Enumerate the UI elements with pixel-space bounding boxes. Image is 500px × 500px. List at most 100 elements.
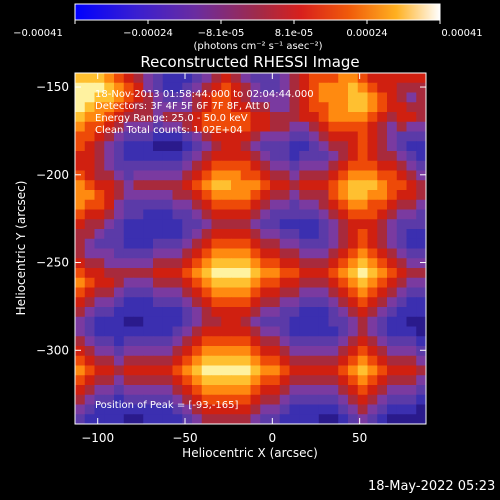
- heatmap-cell: [309, 190, 320, 201]
- heatmap-cell: [153, 346, 164, 357]
- heatmap-cell: [133, 277, 144, 288]
- heatmap-cell: [406, 258, 417, 269]
- heatmap-cell: [75, 151, 86, 162]
- heatmap-cell: [211, 404, 222, 415]
- heatmap-cell: [84, 326, 95, 337]
- heatmap-cell: [104, 297, 115, 308]
- heatmap-cell: [153, 190, 164, 201]
- heatmap-cell: [182, 385, 193, 396]
- heatmap-cell: [192, 180, 203, 191]
- heatmap-cell: [318, 92, 329, 103]
- heatmap-cell: [250, 82, 261, 93]
- heatmap-cell: [348, 316, 359, 327]
- heatmap-cell: [143, 102, 154, 113]
- heatmap-cell: [75, 199, 86, 210]
- heatmap-cell: [192, 375, 203, 386]
- heatmap-cell: [240, 238, 251, 249]
- heatmap-cell: [377, 141, 388, 152]
- heatmap-cell: [133, 316, 144, 327]
- heatmap-cell: [357, 355, 368, 366]
- heatmap-cell: [172, 404, 183, 415]
- heatmap-cell: [318, 180, 329, 191]
- heatmap-cell: [299, 316, 310, 327]
- heatmap-cell: [182, 394, 193, 405]
- heatmap-cell: [348, 219, 359, 230]
- heatmap-cell: [133, 346, 144, 357]
- heatmap-cell: [250, 102, 261, 113]
- heatmap-cell: [309, 287, 320, 298]
- heatmap-cell: [270, 209, 281, 220]
- heatmap-cell: [299, 404, 310, 415]
- heatmap-cell: [377, 160, 388, 171]
- heatmap-cell: [162, 121, 173, 132]
- heatmap-cell: [289, 73, 300, 84]
- heatmap-cell: [84, 316, 95, 327]
- heatmap-cell: [104, 199, 115, 210]
- heatmap-cell: [270, 277, 281, 288]
- heatmap-cell: [172, 180, 183, 191]
- heatmap-cell: [211, 258, 222, 269]
- heatmap-cell: [104, 365, 115, 376]
- heatmap-cell: [328, 121, 339, 132]
- heatmap-cell: [221, 346, 232, 357]
- heatmap-cell: [84, 199, 95, 210]
- heatmap-cell: [104, 394, 115, 405]
- heatmap-cell: [104, 209, 115, 220]
- heatmap-cell: [270, 268, 281, 279]
- heatmap-cell: [201, 355, 212, 366]
- heatmap-cell: [94, 248, 105, 259]
- heatmap-cell: [211, 394, 222, 405]
- heatmap-cell: [348, 365, 359, 376]
- heatmap-cell: [377, 131, 388, 142]
- heatmap-cell: [289, 355, 300, 366]
- heatmap-cell: [143, 151, 154, 162]
- heatmap-cell: [309, 277, 320, 288]
- heatmap-cell: [250, 209, 261, 220]
- heatmap-cell: [143, 209, 154, 220]
- heatmap-cell: [231, 365, 242, 376]
- heatmap-cell: [94, 307, 105, 318]
- heatmap-cell: [172, 141, 183, 152]
- heatmap-cell: [260, 394, 271, 405]
- heatmap-cell: [221, 258, 232, 269]
- heatmap-cell: [377, 102, 388, 113]
- heatmap-cell: [75, 238, 86, 249]
- heatmap-cell: [289, 307, 300, 318]
- heatmap-cell: [201, 316, 212, 327]
- heatmap-cell: [367, 385, 378, 396]
- heatmap-cell: [123, 219, 134, 230]
- heatmap-cell: [289, 229, 300, 240]
- heatmap-cell: [162, 209, 173, 220]
- heatmap-cell: [172, 131, 183, 142]
- heatmap-cell: [328, 102, 339, 113]
- heatmap-cell: [133, 229, 144, 240]
- heatmap-cell: [279, 121, 290, 132]
- heatmap-cell: [162, 365, 173, 376]
- heatmap-cell: [221, 160, 232, 171]
- heatmap-cell: [416, 258, 427, 269]
- heatmap-cell: [377, 112, 388, 123]
- heatmap-cell: [114, 170, 125, 181]
- heatmap-cell: [84, 92, 95, 103]
- heatmap-cell: [338, 307, 349, 318]
- heatmap-cell: [192, 297, 203, 308]
- heatmap-cell: [396, 219, 407, 230]
- heatmap-cell: [328, 219, 339, 230]
- heatmap-cell: [367, 307, 378, 318]
- heatmap-cell: [123, 102, 134, 113]
- heatmap-cell: [192, 112, 203, 123]
- heatmap-cell: [328, 297, 339, 308]
- heatmap-cell: [94, 73, 105, 84]
- heatmap-cell: [201, 385, 212, 396]
- heatmap-cell: [377, 238, 388, 249]
- heatmap-cell: [114, 414, 125, 425]
- heatmap-cell: [318, 229, 329, 240]
- heatmap-cell: [133, 190, 144, 201]
- heatmap-cell: [279, 73, 290, 84]
- heatmap-cell: [211, 219, 222, 230]
- heatmap-cell: [318, 355, 329, 366]
- heatmap-cell: [416, 151, 427, 162]
- heatmap-cell: [153, 131, 164, 142]
- heatmap-cell: [396, 73, 407, 84]
- heatmap-cell: [406, 160, 417, 171]
